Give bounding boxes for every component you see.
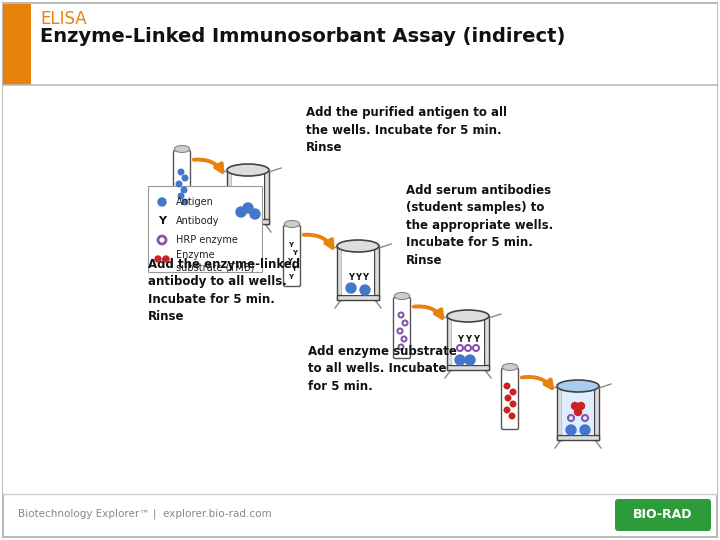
Text: BIO-RAD: BIO-RAD bbox=[634, 509, 693, 522]
Bar bbox=[232, 170, 264, 219]
Circle shape bbox=[577, 402, 585, 409]
Circle shape bbox=[509, 413, 515, 419]
Text: Y: Y bbox=[457, 335, 463, 345]
Text: Add the purified antigen to all
the wells. Incubate for 5 min.
Rinse: Add the purified antigen to all the well… bbox=[306, 106, 507, 154]
Bar bbox=[452, 316, 484, 365]
FancyBboxPatch shape bbox=[284, 226, 300, 287]
Circle shape bbox=[465, 355, 475, 365]
Text: ELISA: ELISA bbox=[40, 10, 86, 28]
Circle shape bbox=[182, 175, 188, 181]
Bar bbox=[484, 316, 489, 370]
Circle shape bbox=[158, 198, 166, 206]
Bar bbox=[31, 3, 717, 85]
FancyBboxPatch shape bbox=[615, 499, 711, 531]
Text: Y: Y bbox=[473, 335, 479, 345]
Circle shape bbox=[510, 389, 516, 395]
Circle shape bbox=[181, 187, 186, 193]
Text: Add the enzyme-linked
antibody to all wells.
Incubate for 5 min.
Rinse: Add the enzyme-linked antibody to all we… bbox=[148, 258, 300, 323]
FancyBboxPatch shape bbox=[394, 298, 410, 359]
Bar bbox=[337, 246, 342, 300]
Bar bbox=[342, 246, 374, 295]
Text: Add enzyme substrate
to all wells. Incubate
for 5 min.: Add enzyme substrate to all wells. Incub… bbox=[308, 345, 457, 393]
Circle shape bbox=[163, 256, 169, 262]
Text: Y: Y bbox=[362, 273, 368, 282]
Text: Antibody: Antibody bbox=[176, 216, 220, 226]
Bar bbox=[374, 246, 379, 300]
Circle shape bbox=[250, 209, 260, 219]
Bar bbox=[337, 295, 379, 300]
Text: Biotechnology Explorer™ |  explorer.bio-rad.com: Biotechnology Explorer™ | explorer.bio-r… bbox=[18, 509, 271, 519]
Text: Antigen: Antigen bbox=[176, 197, 214, 207]
Ellipse shape bbox=[174, 145, 189, 152]
Circle shape bbox=[510, 401, 516, 407]
Text: Y: Y bbox=[289, 274, 294, 280]
Ellipse shape bbox=[503, 363, 518, 370]
Circle shape bbox=[455, 355, 465, 365]
Text: Y: Y bbox=[292, 266, 297, 272]
Ellipse shape bbox=[227, 164, 269, 176]
Circle shape bbox=[504, 383, 510, 389]
Circle shape bbox=[504, 407, 510, 413]
Text: Add serum antibodies
(student samples) to
the appropriate wells.
Incubate for 5 : Add serum antibodies (student samples) t… bbox=[406, 184, 553, 267]
Ellipse shape bbox=[395, 293, 410, 300]
Text: substrate (TMB): substrate (TMB) bbox=[176, 262, 254, 272]
Text: Y: Y bbox=[287, 258, 292, 264]
Bar bbox=[557, 386, 562, 440]
Bar bbox=[264, 170, 269, 224]
Bar bbox=[3, 85, 717, 494]
Bar bbox=[557, 435, 599, 440]
FancyBboxPatch shape bbox=[174, 151, 191, 212]
Bar bbox=[447, 365, 489, 370]
Circle shape bbox=[182, 199, 188, 205]
Text: Y: Y bbox=[348, 273, 354, 282]
Text: Y: Y bbox=[289, 242, 294, 248]
Text: Y: Y bbox=[292, 250, 297, 256]
Bar bbox=[3, 3, 31, 85]
Circle shape bbox=[572, 402, 578, 409]
Bar bbox=[227, 170, 232, 224]
FancyBboxPatch shape bbox=[502, 368, 518, 429]
Circle shape bbox=[176, 181, 181, 187]
Ellipse shape bbox=[284, 220, 300, 227]
Ellipse shape bbox=[447, 310, 489, 322]
Circle shape bbox=[243, 203, 253, 213]
Circle shape bbox=[566, 425, 576, 435]
Circle shape bbox=[575, 408, 582, 415]
Bar bbox=[594, 386, 599, 440]
Bar bbox=[447, 316, 452, 370]
Ellipse shape bbox=[337, 240, 379, 252]
Circle shape bbox=[179, 193, 184, 199]
Circle shape bbox=[360, 285, 370, 295]
Text: HRP enzyme: HRP enzyme bbox=[176, 235, 238, 245]
Text: Y: Y bbox=[465, 335, 471, 345]
Circle shape bbox=[179, 169, 184, 175]
Text: Enzyme-Linked Immunosorbant Assay (indirect): Enzyme-Linked Immunosorbant Assay (indir… bbox=[40, 27, 565, 46]
Text: Y: Y bbox=[355, 273, 361, 282]
Circle shape bbox=[580, 425, 590, 435]
Bar bbox=[562, 386, 594, 435]
Circle shape bbox=[346, 283, 356, 293]
Ellipse shape bbox=[557, 380, 599, 392]
Bar bbox=[227, 219, 269, 224]
Text: Enzyme: Enzyme bbox=[176, 251, 215, 260]
Circle shape bbox=[505, 395, 510, 401]
Circle shape bbox=[236, 207, 246, 217]
FancyBboxPatch shape bbox=[148, 186, 262, 272]
Circle shape bbox=[155, 256, 161, 262]
Text: Y: Y bbox=[158, 216, 166, 226]
